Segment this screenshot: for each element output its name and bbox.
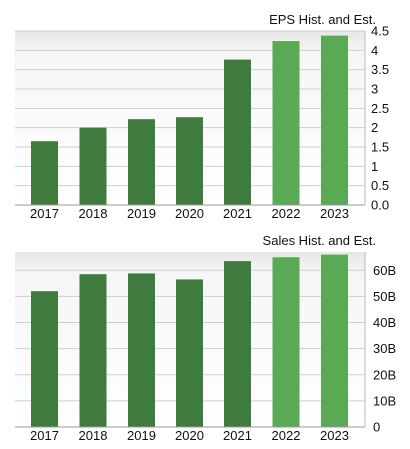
sales-y-tick-label: 20B [373, 367, 396, 382]
sales-x-tick-label: 2021 [223, 428, 252, 443]
sales-y-tick-label: 40B [373, 315, 396, 330]
eps-x-tick-label: 2021 [223, 206, 252, 221]
eps-y-tick-label: 4.5 [371, 24, 389, 39]
sales-x-tick-labels: 2017 2018 2019 2020 2021 2022 2023 [30, 428, 349, 443]
sales-x-tick-label: 2017 [30, 428, 59, 443]
eps-bars [31, 35, 348, 206]
eps-y-tick-label: 2.5 [371, 101, 389, 116]
eps-bar-2018 [79, 127, 107, 205]
sales-x-tick-label: 2020 [175, 428, 204, 443]
sales-bar-2020 [176, 279, 203, 427]
sales-y-tick-label: 0 [373, 420, 380, 435]
sales-bar-2017 [31, 291, 58, 427]
sales-bar-2022 [272, 257, 300, 427]
eps-x-tick-label: 2017 [30, 206, 59, 221]
eps-x-tick-label: 2022 [272, 206, 301, 221]
eps-y-tick-label: 4 [371, 43, 378, 58]
eps-y-tick-label: 3.5 [371, 62, 389, 77]
sales-y-tick-label: 30B [373, 341, 396, 356]
eps-bar-2022 [272, 41, 300, 206]
sales-x-tick-label: 2022 [272, 428, 301, 443]
sales-bars [31, 254, 348, 427]
eps-y-tick-label: 1 [371, 159, 378, 174]
sales-x-tick-label: 2018 [79, 428, 108, 443]
sales-bar-2021 [224, 261, 251, 427]
eps-y-tick-label: 2 [371, 120, 378, 135]
eps-bar-2020 [176, 117, 203, 205]
eps-bar-2019 [128, 119, 155, 205]
sales-y-tick-label: 60B [373, 263, 396, 278]
eps-bar-2017 [31, 141, 58, 205]
eps-bar-2023 [321, 35, 348, 205]
sales-bar-2023 [321, 254, 348, 427]
eps-x-tick-label: 2019 [127, 206, 156, 221]
eps-y-tick-label: 1.5 [371, 140, 389, 155]
sales-y-tick-label: 50B [373, 289, 396, 304]
eps-bar-2021 [224, 59, 251, 205]
sales-bar-2019 [128, 273, 155, 427]
eps-x-tick-label: 2018 [79, 206, 108, 221]
sales-x-tick-label: 2023 [320, 428, 349, 443]
eps-chart-title: EPS Hist. and Est. [269, 12, 376, 27]
sales-x-tick-label: 2019 [127, 428, 156, 443]
eps-chart: EPS Hist. and Est. 2017 2018 2019 2020 2021 2… [15, 12, 389, 221]
eps-x-tick-label: 2020 [175, 206, 204, 221]
eps-y-tick-label: 0.0 [371, 198, 389, 213]
eps-y-tick-label: 3 [371, 82, 378, 97]
eps-x-tick-label: 2023 [320, 206, 349, 221]
sales-bar-2018 [79, 274, 107, 427]
eps-y-tick-labels: 0.0 0.5 1 1.5 2 2.5 3 3.5 4 4.5 [371, 24, 389, 213]
sales-chart: Sales Hist. and Est. 2017 2018 2019 2020 202… [15, 233, 396, 443]
sales-chart-title: Sales Hist. and Est. [263, 233, 376, 248]
eps-x-tick-labels: 2017 2018 2019 2020 2021 2022 2023 [30, 206, 349, 221]
sales-y-tick-label: 10B [373, 393, 396, 408]
eps-y-tick-label: 0.5 [371, 178, 389, 193]
sales-y-tick-labels: 0 10B 20B 30B 40B 50B 60B [373, 263, 396, 435]
